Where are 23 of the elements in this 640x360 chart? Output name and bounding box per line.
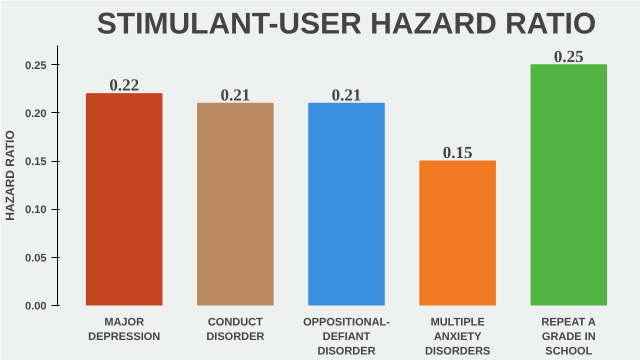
y-tick-label: 0.00: [25, 300, 47, 312]
bar: [197, 102, 274, 306]
bar: [86, 93, 162, 306]
y-tick-label: 0.15: [25, 156, 47, 168]
bar: [419, 160, 496, 306]
x-tick-label: MAJOR DEPRESSION: [88, 316, 160, 343]
data-label: 0.21: [220, 85, 250, 104]
y-tick-label: 0.25: [25, 60, 47, 72]
x-tick-label: MULTIPLE ANXIETY DISORDERS: [424, 316, 490, 358]
y-tick-label: 0.20: [25, 108, 47, 120]
bar: [308, 102, 385, 306]
x-tick-label: REPEAT A GRADE IN SCHOOL: [541, 316, 596, 358]
x-tick-label: OPPOSITIONAL- DEFIANT DISORDER: [303, 316, 390, 358]
data-label: 0.21: [332, 85, 362, 104]
y-axis-title: HAZARD RATIO: [3, 130, 18, 221]
y-tick-label: 0.10: [25, 204, 47, 216]
y-tick-label: 0.05: [25, 252, 47, 264]
data-label: 0.22: [109, 76, 140, 95]
x-tick-label: CONDUCT DISORDER: [206, 316, 264, 343]
data-label: 0.15: [442, 143, 473, 162]
chart-title: STIMULANT-USER HAZARD RATIO: [96, 8, 596, 40]
bar: [530, 64, 608, 306]
data-label: 0.25: [554, 46, 584, 66]
